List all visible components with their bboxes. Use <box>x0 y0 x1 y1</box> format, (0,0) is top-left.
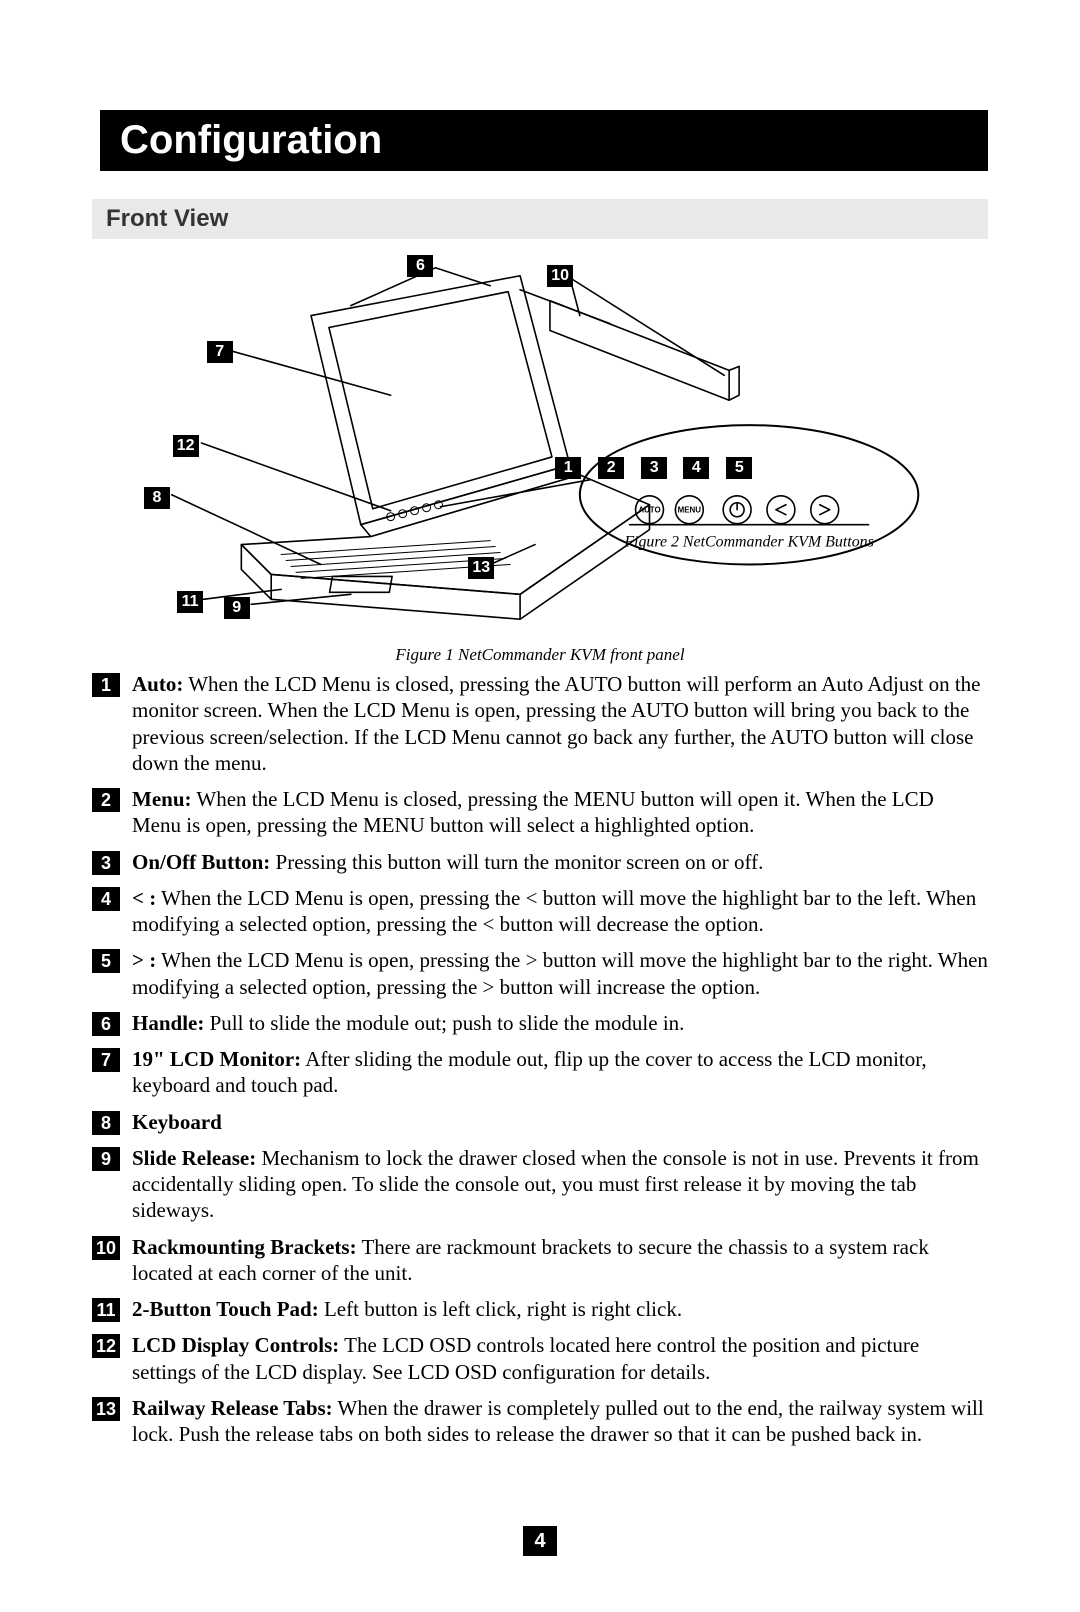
item-badge: 11 <box>92 1298 120 1322</box>
item-text: Keyboard <box>132 1109 988 1135</box>
menu-button-label: MENU <box>678 506 702 515</box>
item-badge: 2 <box>92 788 120 812</box>
item-text: Menu: When the LCD Menu is closed, press… <box>132 786 988 839</box>
callout-11: 11 <box>177 591 203 613</box>
list-item: 3 On/Off Button: Pressing this button wi… <box>92 849 988 875</box>
item-badge: 13 <box>92 1397 120 1421</box>
kvm-diagram: AUTO MENU Figure 2 NetCommander KVM Butt… <box>92 245 988 645</box>
list-item: 12 LCD Display Controls: The LCD OSD con… <box>92 1332 988 1385</box>
callout-7: 7 <box>207 341 233 363</box>
callout-8: 8 <box>144 487 170 509</box>
callout-2: 2 <box>598 457 624 479</box>
item-badge: 6 <box>92 1012 120 1036</box>
list-item: 13 Railway Release Tabs: When the drawer… <box>92 1395 988 1448</box>
item-badge: 8 <box>92 1111 120 1135</box>
callout-3: 3 <box>641 457 667 479</box>
callout-6: 6 <box>407 255 433 277</box>
feature-list: 1 Auto: When the LCD Menu is closed, pre… <box>92 671 988 1447</box>
item-text: 2-Button Touch Pad: Left button is left … <box>132 1296 988 1322</box>
item-badge: 7 <box>92 1048 120 1072</box>
item-badge: 9 <box>92 1147 120 1171</box>
item-badge: 1 <box>92 673 120 697</box>
callout-5: 5 <box>726 457 752 479</box>
item-badge: 5 <box>92 949 120 973</box>
item-text: On/Off Button: Pressing this button will… <box>132 849 988 875</box>
page-number: 4 <box>523 1526 557 1556</box>
item-text: 19" LCD Monitor: After sliding the modul… <box>132 1046 988 1099</box>
callout-13: 13 <box>468 557 494 579</box>
figure1-caption: Figure 1 NetCommander KVM front panel <box>92 645 988 665</box>
item-text: Auto: When the LCD Menu is closed, press… <box>132 671 988 776</box>
callout-1: 1 <box>555 457 581 479</box>
item-text: < : When the LCD Menu is open, pressing … <box>132 885 988 938</box>
list-item: 11 2-Button Touch Pad: Left button is le… <box>92 1296 988 1322</box>
callout-9: 9 <box>224 597 250 619</box>
item-text: Railway Release Tabs: When the drawer is… <box>132 1395 988 1448</box>
item-text: Rackmounting Brackets: There are rackmou… <box>132 1234 988 1287</box>
item-badge: 12 <box>92 1334 120 1358</box>
item-text: Handle: Pull to slide the module out; pu… <box>132 1010 988 1036</box>
item-badge: 4 <box>92 887 120 911</box>
list-item: 2 Menu: When the LCD Menu is closed, pre… <box>92 786 988 839</box>
item-badge: 3 <box>92 851 120 875</box>
list-item: 9 Slide Release: Mechanism to lock the d… <box>92 1145 988 1224</box>
page: Configuration Front View <box>0 0 1080 1612</box>
item-text: LCD Display Controls: The LCD OSD contro… <box>132 1332 988 1385</box>
list-item: 5 > : When the LCD Menu is open, pressin… <box>92 947 988 1000</box>
list-item: 10 Rackmounting Brackets: There are rack… <box>92 1234 988 1287</box>
auto-button-label: AUTO <box>638 506 660 515</box>
callout-12: 12 <box>173 435 199 457</box>
list-item: 4 < : When the LCD Menu is open, pressin… <box>92 885 988 938</box>
title-bar: Configuration <box>100 110 988 171</box>
list-item: 1 Auto: When the LCD Menu is closed, pre… <box>92 671 988 776</box>
list-item: 8 Keyboard <box>92 1109 988 1135</box>
callout-10: 10 <box>547 265 573 287</box>
figure-area: AUTO MENU Figure 2 NetCommander KVM Butt… <box>92 245 988 645</box>
page-title: Configuration <box>120 118 988 163</box>
item-text: > : When the LCD Menu is open, pressing … <box>132 947 988 1000</box>
list-item: 6 Handle: Pull to slide the module out; … <box>92 1010 988 1036</box>
callout-4: 4 <box>683 457 709 479</box>
item-text: Slide Release: Mechanism to lock the dra… <box>132 1145 988 1224</box>
section-header: Front View <box>92 199 988 239</box>
item-badge: 10 <box>92 1236 120 1260</box>
figure2-caption: Figure 2 NetCommander KVM Buttons <box>623 534 873 551</box>
section-title: Front View <box>106 205 988 233</box>
list-item: 7 19" LCD Monitor: After sliding the mod… <box>92 1046 988 1099</box>
